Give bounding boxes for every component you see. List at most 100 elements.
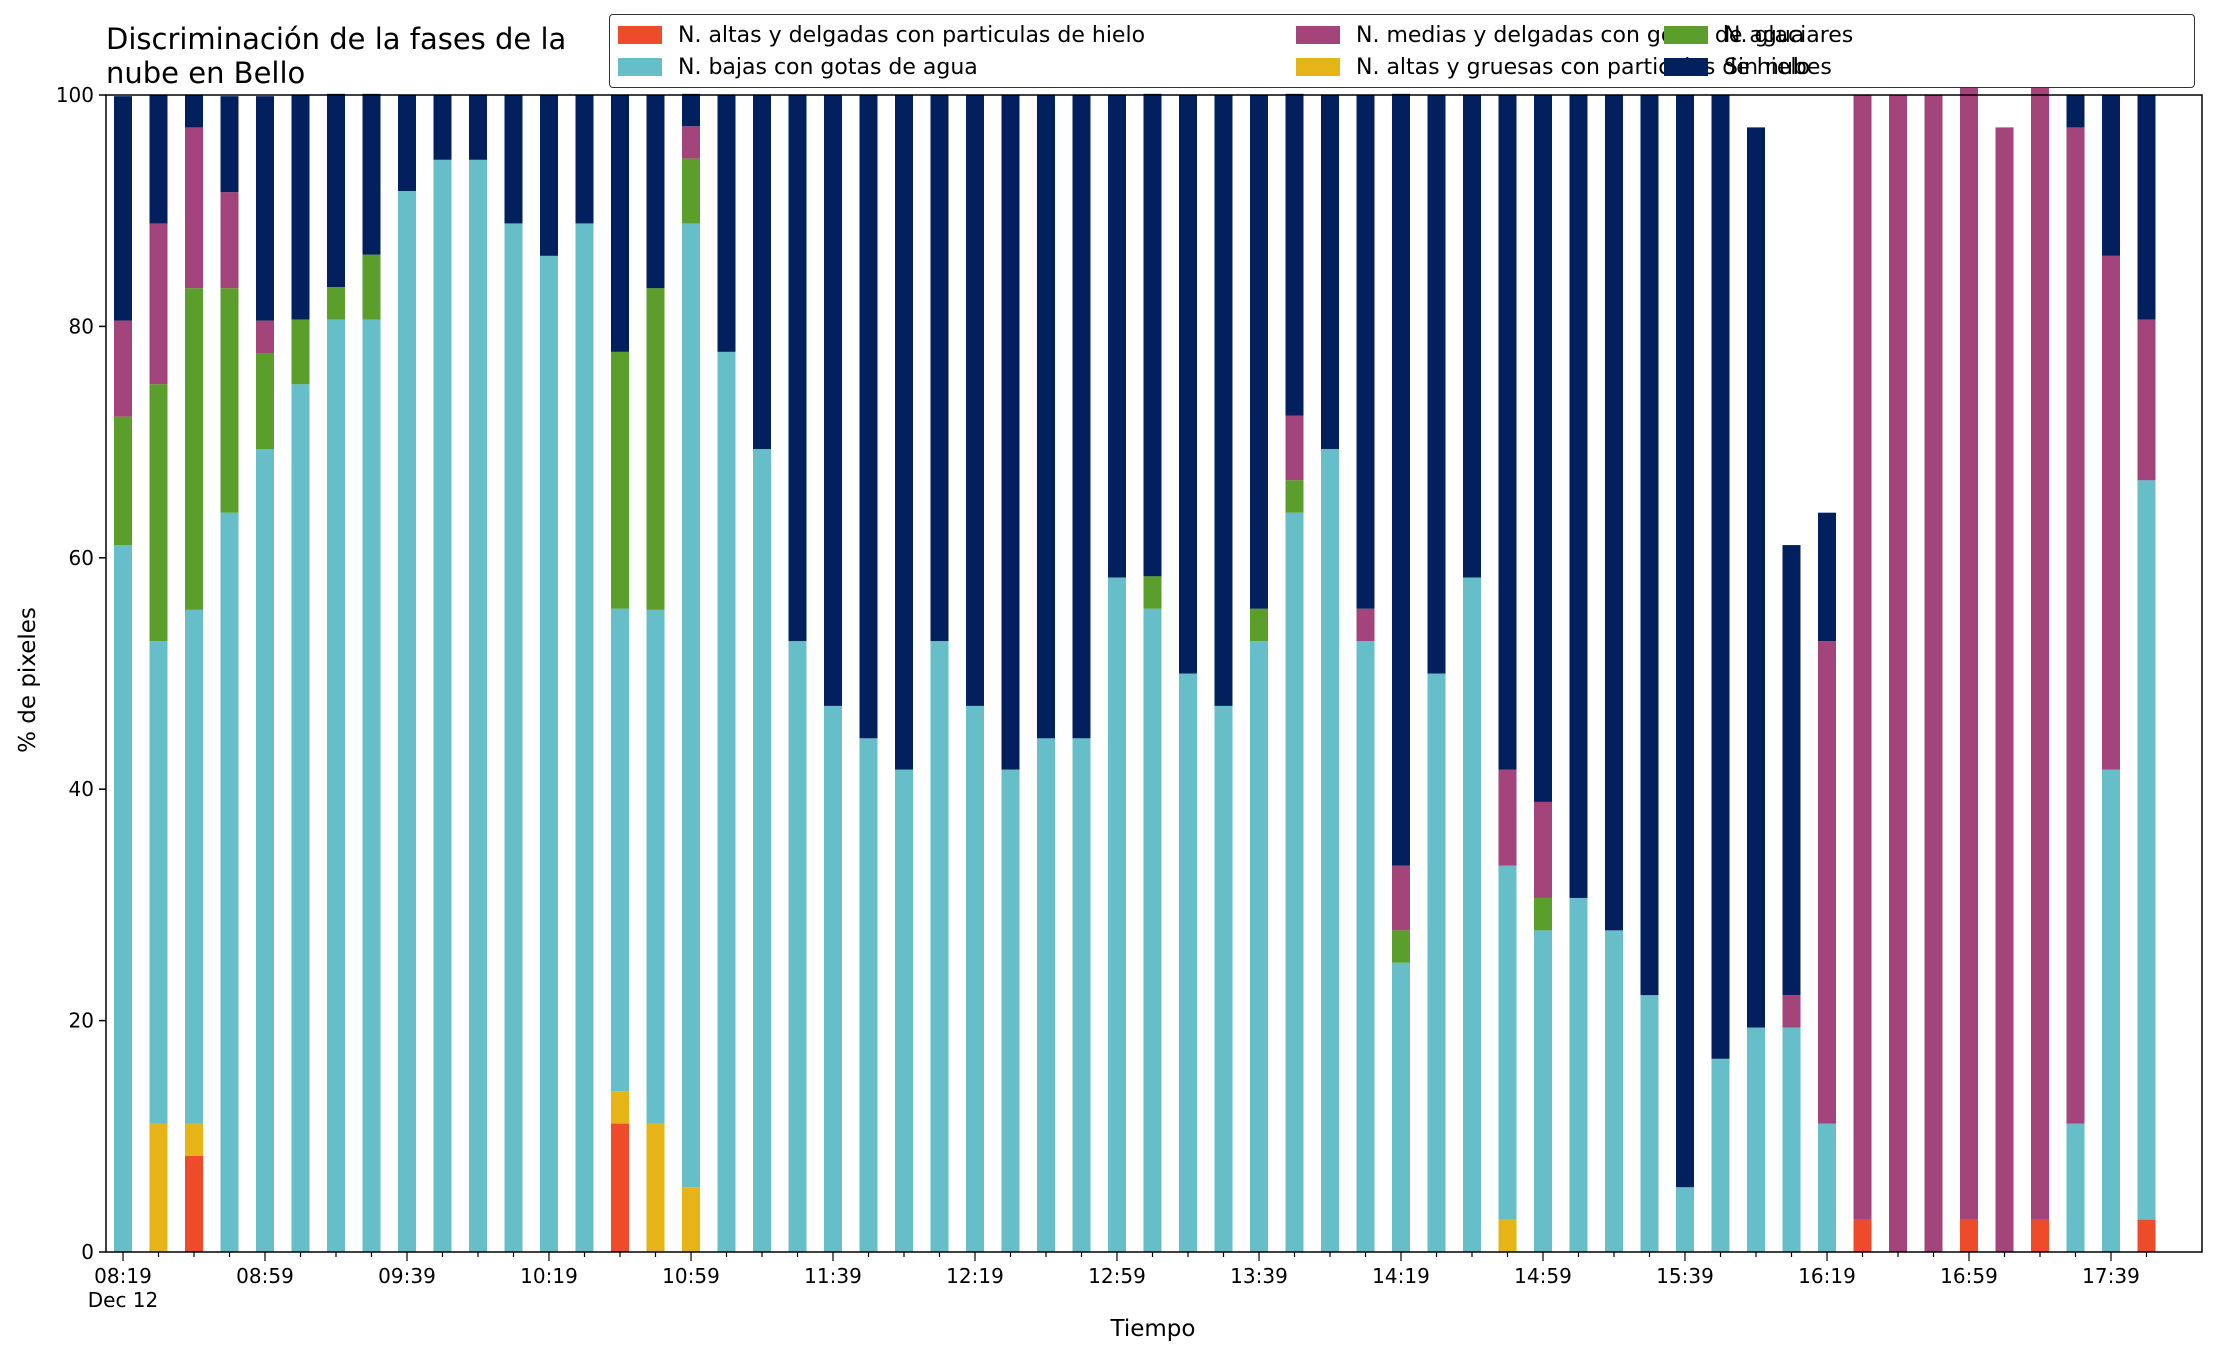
bar-segment-14:49-series-1 bbox=[1498, 1219, 1517, 1252]
bar-segment-08:39-series-4 bbox=[185, 127, 203, 289]
bar-segment-17:39-series-5 bbox=[2102, 95, 2120, 256]
x-tick-label: 16:19 bbox=[1798, 1264, 1856, 1288]
bar-segment-13:39-series-2 bbox=[1250, 641, 1268, 1252]
bar-segment-12:39-series-2 bbox=[1037, 738, 1055, 1252]
bar-segment-08:49-series-5 bbox=[220, 96, 239, 193]
bar-segment-14:09-series-5 bbox=[1356, 95, 1375, 609]
bar-segment-16:19-series-4 bbox=[1818, 641, 1836, 1124]
bar-segment-10:59-series-5 bbox=[682, 93, 700, 127]
legend-item: N. glaciares bbox=[1664, 19, 1853, 51]
bar-segment-16:09-series-2 bbox=[1782, 1027, 1801, 1252]
bar-segment-11:19-series-5 bbox=[753, 95, 771, 450]
bar-segment-08:29-series-5 bbox=[149, 95, 168, 224]
bar-segment-12:39-series-5 bbox=[1037, 95, 1055, 739]
bar-segment-13:39-series-5 bbox=[1250, 95, 1268, 609]
bar-segment-15:19-series-5 bbox=[1605, 95, 1623, 931]
bar-segment-09:29-series-3 bbox=[362, 254, 381, 320]
bar-segment-08:39-series-2 bbox=[185, 609, 203, 1124]
bar-segment-12:09-series-5 bbox=[930, 95, 949, 642]
bar-segment-14:59-series-3 bbox=[1534, 897, 1552, 931]
bar-segment-11:39-series-2 bbox=[824, 705, 842, 1252]
bar-segment-08:39-series-1 bbox=[185, 1123, 203, 1156]
bar-segment-16:59-series-4 bbox=[1960, 62, 1978, 1220]
bar-segment-15:09-series-5 bbox=[1569, 95, 1588, 898]
bar-segment-13:49-series-3 bbox=[1285, 480, 1304, 513]
bar-segment-13:29-series-5 bbox=[1214, 95, 1233, 706]
x-tick-label: 13:39 bbox=[1230, 1264, 1288, 1288]
legend-label: N. altas y gruesas con particulas de hie… bbox=[1356, 54, 1810, 80]
legend-label: N. glaciares bbox=[1724, 22, 1854, 48]
bar-segment-10:19-series-2 bbox=[540, 255, 558, 1252]
legend-item: N. altas y gruesas con particulas de hie… bbox=[1296, 51, 1810, 83]
bar-segment-11:29-series-2 bbox=[788, 641, 807, 1252]
legend-swatch bbox=[618, 58, 662, 76]
bar-segment-11:09-series-5 bbox=[717, 95, 736, 352]
bar-segment-14:29-series-2 bbox=[1427, 673, 1446, 1252]
bar-segment-08:39-series-5 bbox=[185, 95, 203, 128]
bar-segment-17:29-series-5 bbox=[2066, 95, 2085, 128]
bar-segment-12:19-series-2 bbox=[966, 705, 984, 1252]
bar-segment-09:29-series-2 bbox=[362, 319, 381, 1252]
bar-segment-14:29-series-5 bbox=[1427, 95, 1446, 674]
y-tick-label: 100 bbox=[56, 83, 94, 107]
bar-segment-10:09-series-2 bbox=[504, 223, 523, 1252]
bar-segment-17:49-series-2 bbox=[2137, 480, 2156, 1220]
bar-segment-16:29-series-0 bbox=[1853, 1219, 1872, 1252]
x-tick-label: 12:19 bbox=[946, 1264, 1004, 1288]
bar-segment-11:19-series-2 bbox=[753, 449, 771, 1252]
bar-segment-13:09-series-5 bbox=[1143, 93, 1162, 577]
bar-segment-15:59-series-2 bbox=[1747, 1027, 1765, 1252]
bar-segment-12:59-series-5 bbox=[1108, 95, 1126, 578]
bar-segment-17:29-series-4 bbox=[2066, 127, 2085, 1124]
y-tick-label: 40 bbox=[69, 777, 94, 801]
legend-item: N. bajas con gotas de agua bbox=[618, 51, 978, 83]
bar-segment-09:19-series-3 bbox=[327, 287, 345, 320]
bar-segment-13:59-series-5 bbox=[1321, 95, 1339, 450]
legend-swatch bbox=[1664, 58, 1708, 76]
bar-segment-08:19-series-5 bbox=[114, 96, 132, 321]
x-tick-label: 17:39 bbox=[2082, 1264, 2140, 1288]
bars-layer bbox=[114, 62, 2156, 1253]
bar-segment-11:39-series-5 bbox=[824, 95, 842, 706]
bar-segment-08:49-series-4 bbox=[220, 192, 239, 289]
bar-segment-14:09-series-4 bbox=[1356, 608, 1375, 642]
bar-segment-17:49-series-0 bbox=[2137, 1219, 2156, 1252]
bar-segment-10:59-series-2 bbox=[682, 223, 700, 1188]
bar-segment-15:49-series-5 bbox=[1711, 95, 1730, 1059]
x-tick-label: 10:59 bbox=[662, 1264, 720, 1288]
legend-label: N. medias y delgadas con gotas de agua bbox=[1356, 22, 1805, 48]
bar-segment-12:59-series-2 bbox=[1108, 577, 1126, 1252]
bar-segment-10:29-series-5 bbox=[575, 95, 594, 224]
bar-segment-09:39-series-5 bbox=[398, 95, 416, 192]
x-axis-label: Tiempo bbox=[1110, 1316, 1196, 1342]
bar-segment-14:59-series-4 bbox=[1534, 801, 1552, 898]
legend-swatch bbox=[1296, 26, 1340, 44]
bar-segment-16:49-series-4 bbox=[1924, 95, 1943, 1252]
x-tick-label: 14:19 bbox=[1372, 1264, 1430, 1288]
bar-segment-14:59-series-5 bbox=[1534, 95, 1552, 802]
bar-segment-15:09-series-2 bbox=[1569, 897, 1588, 1252]
bar-segment-14:19-series-2 bbox=[1392, 962, 1410, 1252]
bar-segment-15:39-series-2 bbox=[1676, 1187, 1694, 1252]
bar-segment-14:49-series-4 bbox=[1498, 769, 1517, 866]
bar-segment-10:39-series-5 bbox=[611, 95, 629, 352]
bar-segment-14:09-series-2 bbox=[1356, 641, 1375, 1252]
legend-swatch bbox=[1664, 26, 1708, 44]
bar-segment-12:19-series-5 bbox=[966, 95, 984, 706]
bar-segment-08:19-series-2 bbox=[114, 545, 132, 1252]
bar-segment-14:19-series-4 bbox=[1392, 865, 1410, 931]
legend-item: N. altas y delgadas con particulas de hi… bbox=[618, 19, 1145, 51]
bar-segment-08:49-series-3 bbox=[220, 288, 239, 513]
bar-segment-09:39-series-2 bbox=[398, 191, 416, 1252]
bar-segment-08:39-series-3 bbox=[185, 288, 203, 610]
bar-segment-16:09-series-4 bbox=[1782, 995, 1801, 1028]
x-tick-label: 09:39 bbox=[378, 1264, 436, 1288]
bar-segment-08:29-series-2 bbox=[149, 641, 168, 1124]
x-tick-label: 08:59 bbox=[236, 1264, 294, 1288]
x-date-label: Dec 12 bbox=[88, 1288, 159, 1312]
bar-segment-08:29-series-4 bbox=[149, 223, 168, 385]
x-tick-label: 10:19 bbox=[520, 1264, 578, 1288]
bar-segment-14:59-series-2 bbox=[1534, 930, 1552, 1252]
legend-item: N. medias y delgadas con gotas de agua bbox=[1296, 19, 1804, 51]
